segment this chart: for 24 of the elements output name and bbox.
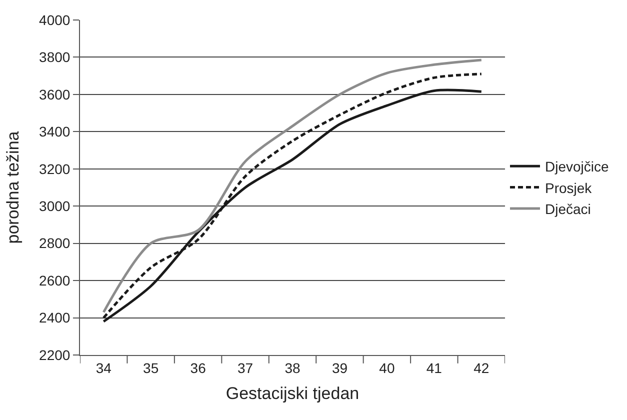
y-tick-label: 3400 (39, 124, 70, 140)
y-tick-label: 2600 (39, 272, 70, 288)
x-tick-label: 35 (143, 360, 159, 376)
x-tick-label: 34 (96, 360, 112, 376)
legend-label: Dječaci (545, 200, 591, 217)
y-tick-label: 2200 (39, 346, 70, 363)
y-tick-label: 4000 (39, 12, 70, 28)
x-tick-label: 37 (237, 360, 254, 376)
x-axis-title: Gestacijski tjedan (226, 384, 360, 404)
y-tick-label: 3000 (39, 198, 70, 214)
y-tick-label: 3200 (39, 160, 70, 177)
legend-label: Djevojčice (545, 158, 610, 175)
y-tick-label: 3600 (39, 86, 70, 102)
x-tick-label: 38 (284, 360, 300, 376)
y-tick-label: 2400 (39, 310, 70, 326)
y-tick-label: 2800 (39, 235, 70, 252)
x-tick-label: 40 (379, 360, 395, 376)
x-tick-label: 39 (332, 360, 348, 376)
x-tick-label: 36 (190, 360, 206, 376)
x-tick-label: 41 (426, 360, 442, 376)
y-axis-title: porodna težina (4, 130, 23, 244)
x-tick-label: 42 (474, 360, 490, 376)
y-tick-label: 3800 (39, 49, 70, 66)
legend-label: Prosjek (545, 180, 593, 196)
